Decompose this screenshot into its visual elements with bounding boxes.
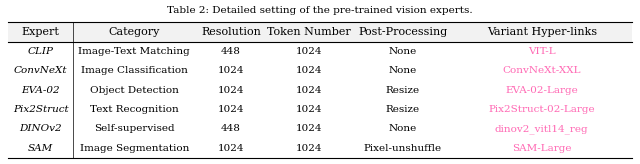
Text: 448: 448 bbox=[221, 124, 241, 133]
Text: Self-supervised: Self-supervised bbox=[94, 124, 175, 133]
Text: dinov2_vitl14_reg: dinov2_vitl14_reg bbox=[495, 124, 589, 134]
Text: 1024: 1024 bbox=[296, 124, 323, 133]
Text: 448: 448 bbox=[221, 47, 241, 56]
Text: Image-Text Matching: Image-Text Matching bbox=[78, 47, 190, 56]
Text: Pix2Struct-02-Large: Pix2Struct-02-Large bbox=[488, 105, 595, 114]
Text: Text Recognition: Text Recognition bbox=[90, 105, 179, 114]
Text: 1024: 1024 bbox=[296, 86, 323, 95]
Text: Expert: Expert bbox=[22, 27, 60, 37]
Text: EVA-02-Large: EVA-02-Large bbox=[506, 86, 578, 95]
Text: SAM: SAM bbox=[28, 144, 53, 153]
Text: 1024: 1024 bbox=[296, 66, 323, 75]
Text: None: None bbox=[388, 124, 417, 133]
Text: Pixel-unshuffle: Pixel-unshuffle bbox=[364, 144, 442, 153]
Text: Token Number: Token Number bbox=[267, 27, 351, 37]
Text: EVA-02: EVA-02 bbox=[21, 86, 60, 95]
Text: 1024: 1024 bbox=[296, 47, 323, 56]
Text: SAM-Large: SAM-Large bbox=[512, 144, 572, 153]
Text: CLIP: CLIP bbox=[28, 47, 54, 56]
Text: VIT-L: VIT-L bbox=[528, 47, 556, 56]
Text: ConvNeXt: ConvNeXt bbox=[14, 66, 67, 75]
Text: Object Detection: Object Detection bbox=[90, 86, 179, 95]
Text: Resize: Resize bbox=[386, 105, 420, 114]
Text: Resize: Resize bbox=[386, 86, 420, 95]
Text: 1024: 1024 bbox=[296, 105, 323, 114]
Text: 1024: 1024 bbox=[296, 144, 323, 153]
Text: Category: Category bbox=[109, 27, 160, 37]
Text: Post-Processing: Post-Processing bbox=[358, 27, 447, 37]
Text: 1024: 1024 bbox=[218, 105, 244, 114]
Text: Resolution: Resolution bbox=[201, 27, 261, 37]
Text: 1024: 1024 bbox=[218, 66, 244, 75]
Text: Table 2: Detailed setting of the pre-trained vision experts.: Table 2: Detailed setting of the pre-tra… bbox=[167, 6, 473, 15]
Text: None: None bbox=[388, 47, 417, 56]
Text: Variant Hyper-links: Variant Hyper-links bbox=[486, 27, 596, 37]
Text: 1024: 1024 bbox=[218, 144, 244, 153]
Text: DINOv2: DINOv2 bbox=[19, 124, 62, 133]
Text: None: None bbox=[388, 66, 417, 75]
Text: 1024: 1024 bbox=[218, 86, 244, 95]
Text: ConvNeXt-XXL: ConvNeXt-XXL bbox=[502, 66, 581, 75]
Text: Pix2Struct: Pix2Struct bbox=[13, 105, 68, 114]
Text: Image Segmentation: Image Segmentation bbox=[79, 144, 189, 153]
Text: Image Classification: Image Classification bbox=[81, 66, 188, 75]
